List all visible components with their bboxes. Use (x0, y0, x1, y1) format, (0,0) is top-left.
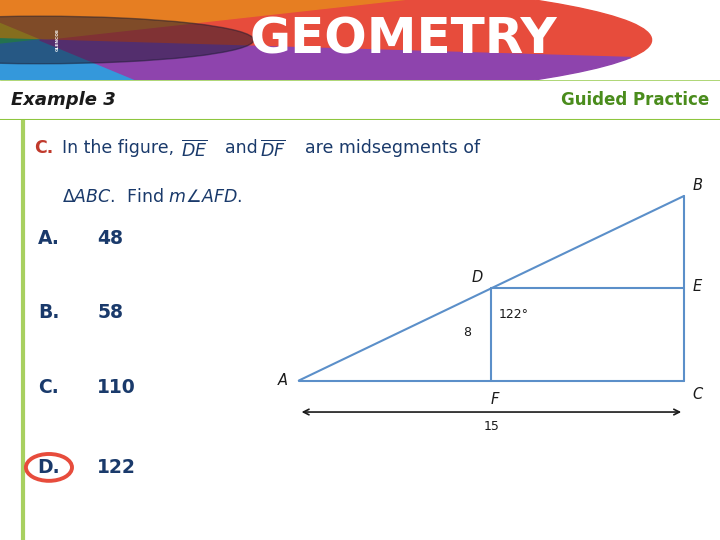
Wedge shape (0, 16, 253, 64)
Text: C.: C. (35, 139, 54, 157)
Text: A: A (278, 373, 288, 388)
Text: F: F (491, 392, 499, 407)
Text: $\overline{\mathit{DE}}$: $\overline{\mathit{DE}}$ (181, 139, 207, 160)
Wedge shape (0, 0, 472, 40)
Wedge shape (40, 40, 631, 106)
Text: B.: B. (38, 302, 60, 322)
Text: GLENCOE: GLENCOE (55, 29, 60, 51)
Wedge shape (0, 22, 40, 88)
Text: C.: C. (39, 378, 59, 397)
Text: 58: 58 (97, 302, 123, 322)
Wedge shape (0, 0, 40, 40)
Text: A.: A. (38, 230, 60, 248)
Wedge shape (40, 0, 652, 58)
Text: 122°: 122° (498, 308, 528, 321)
Text: 122: 122 (97, 458, 136, 477)
Text: D: D (472, 270, 482, 285)
Text: In the figure,: In the figure, (62, 139, 179, 157)
Text: 110: 110 (97, 378, 136, 397)
Text: Example 3: Example 3 (11, 91, 115, 109)
Text: GEOMETRY: GEOMETRY (249, 16, 557, 64)
Wedge shape (0, 40, 198, 108)
Text: C: C (693, 387, 703, 402)
Text: $\overline{\mathit{DF}}$: $\overline{\mathit{DF}}$ (260, 139, 286, 160)
Text: Guided Practice: Guided Practice (561, 91, 709, 109)
Text: $\mathit{\Delta ABC}$.  Find $\mathit{m\angle AFD}$.: $\mathit{\Delta ABC}$. Find $\mathit{m\a… (62, 187, 242, 206)
Text: and: and (225, 139, 264, 157)
Text: 48: 48 (97, 230, 123, 248)
Text: B: B (693, 178, 703, 193)
Text: 15: 15 (483, 420, 500, 433)
Text: E: E (693, 279, 702, 294)
Text: 8: 8 (463, 326, 471, 339)
Text: D.: D. (37, 458, 60, 477)
Text: are midsegments of: are midsegments of (305, 139, 480, 157)
